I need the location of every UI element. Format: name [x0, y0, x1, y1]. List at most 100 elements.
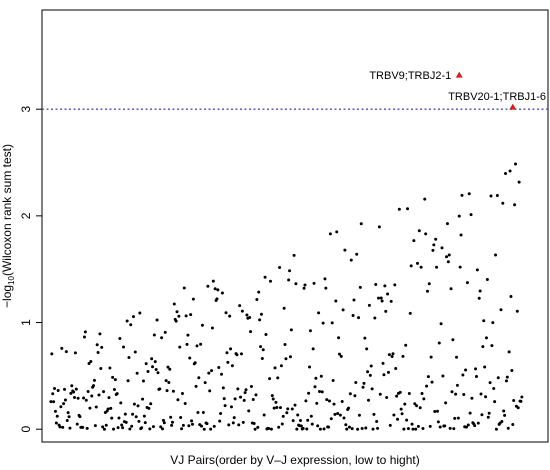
- data-point: [237, 423, 241, 427]
- data-point: [502, 409, 506, 413]
- data-point: [113, 378, 117, 382]
- data-point: [430, 380, 434, 384]
- data-point: [509, 294, 513, 298]
- data-point: [479, 392, 483, 396]
- data-point: [341, 308, 345, 312]
- data-point: [333, 412, 337, 416]
- data-point: [180, 391, 184, 395]
- data-point: [112, 388, 116, 392]
- data-point: [416, 261, 419, 265]
- data-point: [413, 402, 417, 406]
- data-point: [233, 397, 237, 401]
- data-point: [231, 421, 235, 425]
- data-point: [419, 265, 423, 269]
- data-point: [451, 338, 455, 342]
- y-axis-title-suffix: (Wilcoxon rank sum test): [0, 144, 14, 276]
- data-point: [220, 291, 224, 295]
- data-point: [253, 427, 257, 431]
- data-point: [290, 407, 294, 411]
- data-point: [311, 347, 315, 351]
- data-point: [302, 286, 306, 290]
- data-point: [339, 354, 343, 358]
- data-point: [162, 421, 166, 425]
- highlight-label: TRBV20-1;TRBJ1-6: [448, 91, 546, 103]
- data-point: [439, 322, 443, 326]
- y-tick-label: 1: [19, 319, 33, 326]
- data-point: [51, 392, 55, 396]
- data-point: [280, 422, 284, 426]
- data-point: [447, 253, 451, 257]
- data-point: [172, 302, 176, 306]
- data-point: [305, 427, 309, 431]
- data-point: [510, 369, 514, 373]
- data-point: [166, 365, 170, 369]
- data-point: [404, 343, 408, 347]
- data-point: [78, 415, 82, 419]
- data-point: [138, 311, 142, 315]
- data-point: [267, 426, 271, 430]
- data-point: [73, 395, 76, 399]
- data-point: [154, 368, 158, 372]
- data-point: [224, 311, 228, 315]
- data-point: [217, 365, 221, 369]
- data-point: [468, 411, 472, 415]
- data-point: [245, 313, 249, 317]
- data-point: [177, 314, 181, 318]
- data-point: [513, 203, 517, 207]
- data-point: [55, 414, 59, 418]
- data-point: [278, 266, 282, 270]
- data-point: [270, 394, 274, 398]
- data-point: [56, 388, 60, 392]
- data-point: [432, 243, 436, 247]
- data-point: [62, 402, 66, 406]
- data-point: [374, 282, 378, 286]
- data-point: [347, 425, 351, 429]
- data-point: [377, 225, 381, 229]
- data-point: [142, 414, 146, 418]
- data-point: [107, 396, 111, 400]
- data-point: [230, 364, 234, 368]
- data-point: [236, 387, 240, 391]
- data-point: [68, 426, 72, 430]
- data-point: [102, 390, 106, 394]
- data-point: [161, 427, 165, 431]
- data-point: [143, 421, 147, 425]
- data-point: [318, 427, 322, 431]
- data-point: [389, 299, 393, 303]
- data-point: [435, 409, 439, 413]
- data-point: [282, 306, 286, 310]
- data-point: [127, 355, 131, 359]
- data-point: [421, 427, 425, 431]
- data-point: [49, 400, 53, 404]
- data-point: [60, 346, 64, 350]
- data-point: [269, 427, 273, 431]
- data-point: [454, 392, 458, 396]
- data-point: [520, 395, 524, 399]
- data-point: [364, 426, 368, 430]
- data-point: [197, 376, 201, 380]
- data-point: [75, 422, 79, 426]
- data-point: [476, 421, 480, 425]
- data-point: [247, 409, 251, 413]
- data-point: [219, 412, 223, 416]
- data-point: [263, 275, 267, 279]
- data-point: [283, 343, 287, 347]
- data-point: [388, 423, 392, 427]
- data-point: [147, 406, 151, 410]
- data-point: [427, 282, 431, 286]
- data-point: [87, 362, 91, 366]
- data-point: [315, 401, 319, 405]
- data-point: [67, 415, 71, 419]
- data-point: [426, 375, 430, 379]
- data-point: [269, 279, 272, 283]
- data-point: [322, 427, 326, 431]
- data-point: [212, 424, 216, 428]
- data-point: [461, 373, 465, 377]
- data-point: [422, 397, 426, 401]
- data-point: [325, 398, 329, 402]
- data-point: [474, 367, 478, 371]
- data-point: [229, 405, 233, 409]
- data-point: [287, 278, 291, 282]
- data-point: [156, 371, 160, 375]
